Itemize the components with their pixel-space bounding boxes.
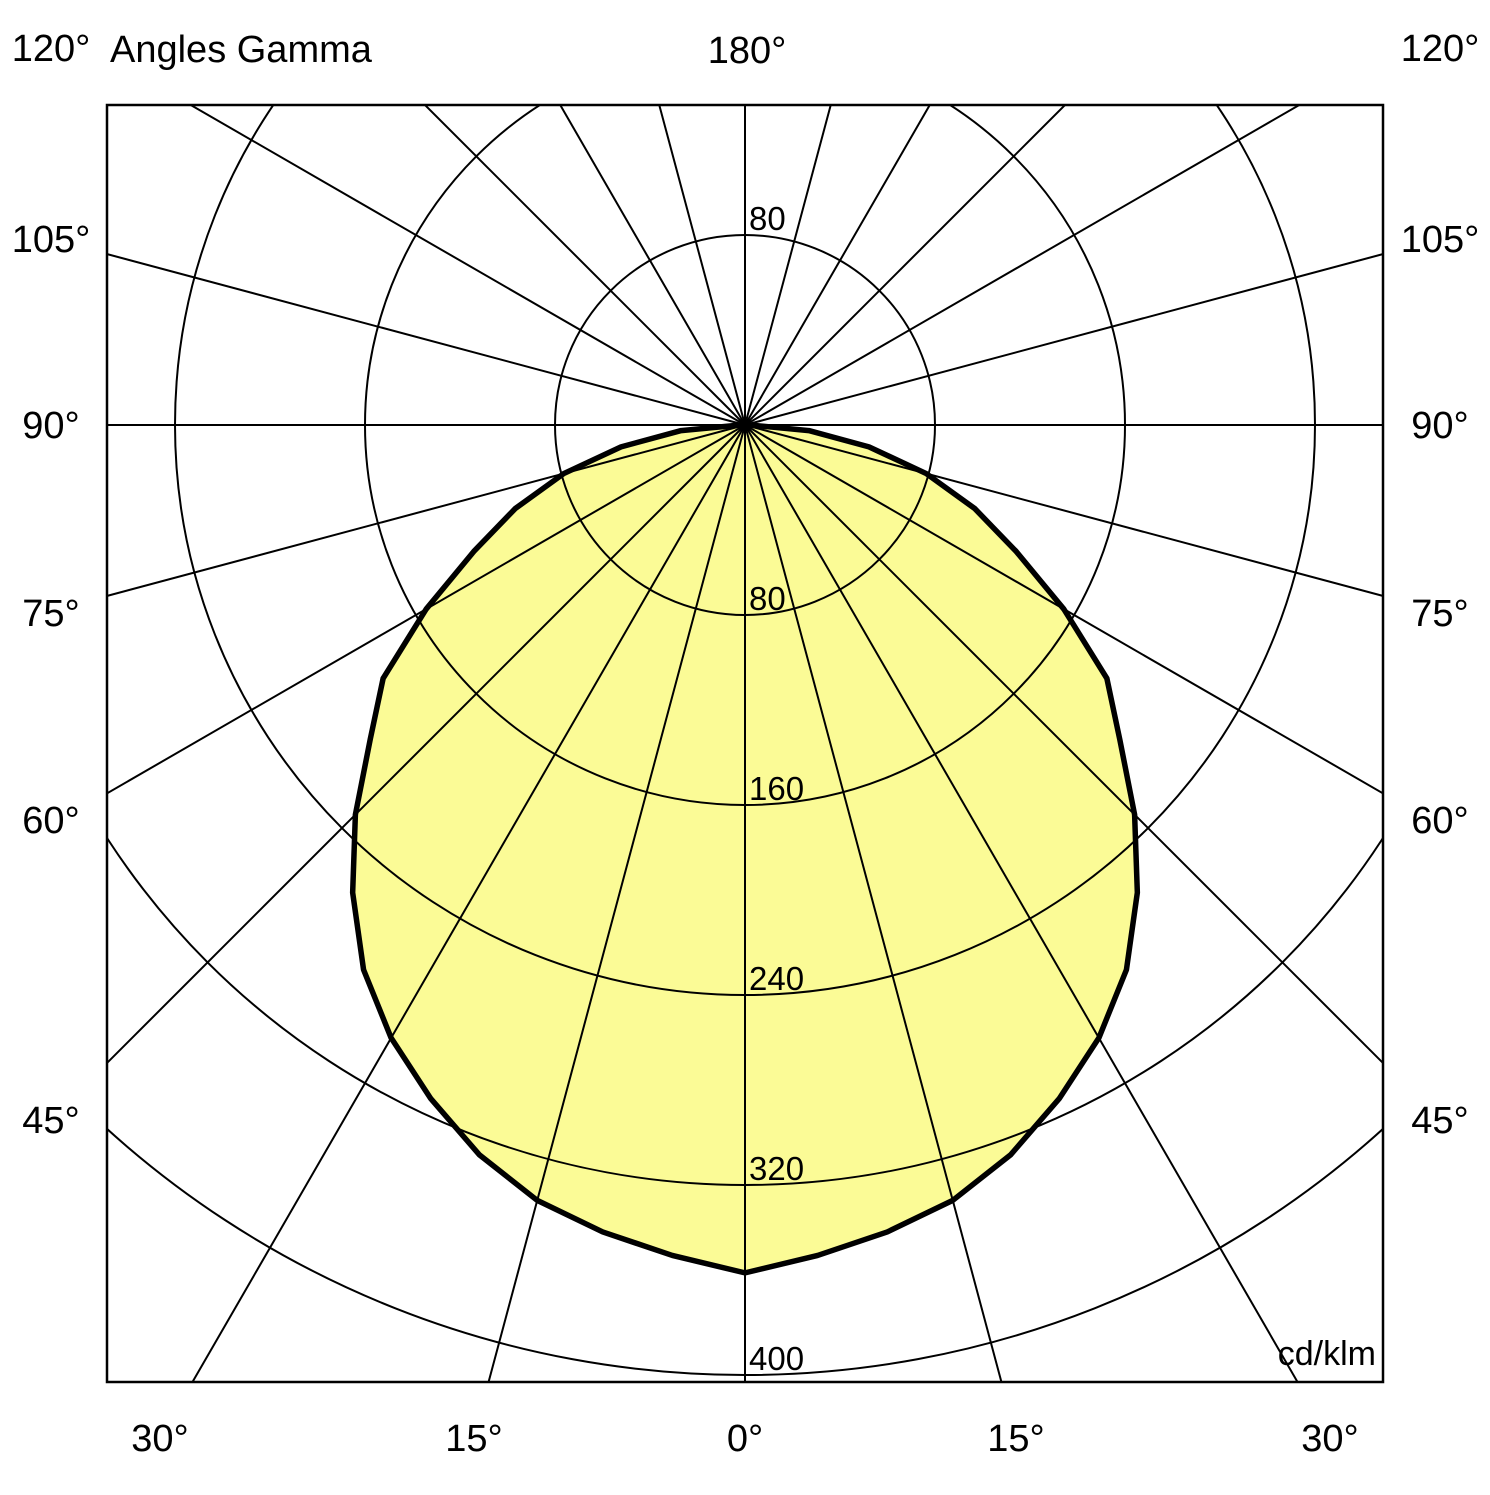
ring-value-label: 240 bbox=[749, 960, 804, 997]
gamma-axis-label-right: 120° bbox=[1401, 28, 1480, 70]
gamma-axis-label-bottom: 15° bbox=[987, 1418, 1044, 1460]
ring-value-label: 160 bbox=[749, 770, 804, 807]
plot-frame-border bbox=[105, 103, 1385, 1384]
gamma-axis-label-bottom: 30° bbox=[131, 1418, 188, 1460]
gamma-ray-line bbox=[423, 105, 746, 426]
ring-value-label: 80 bbox=[749, 580, 786, 617]
gamma-ray-line bbox=[744, 424, 1299, 1382]
gamma-ray-line bbox=[107, 424, 746, 597]
gamma-axis-label-left: 120° bbox=[12, 28, 91, 70]
gamma-ray-line bbox=[744, 424, 1383, 1065]
gamma-axis-label-right: 60° bbox=[1411, 800, 1468, 842]
gamma-ray-line bbox=[188, 105, 746, 426]
gamma-axis-label-180: 180° bbox=[708, 30, 787, 72]
gamma-ray-line bbox=[658, 105, 746, 426]
gamma-axis-label-right: 45° bbox=[1411, 1100, 1468, 1142]
gamma-axis-label-left: 60° bbox=[22, 800, 79, 842]
unit-label: cd/klm bbox=[1278, 1335, 1376, 1373]
gamma-ray-line bbox=[191, 424, 746, 1382]
gamma-axis-label-left: 90° bbox=[22, 405, 79, 447]
gamma-ray-line bbox=[744, 105, 1302, 426]
gamma-ray-line bbox=[744, 253, 1383, 426]
gamma-axis-label-left: 45° bbox=[22, 1100, 79, 1142]
gamma-axis-label-bottom: 0° bbox=[727, 1418, 763, 1460]
ring-value-label: 320 bbox=[749, 1150, 804, 1187]
gamma-ray-line bbox=[107, 424, 746, 1065]
gamma-axis-label-bottom: 15° bbox=[445, 1418, 502, 1460]
gamma-axis-label-left: 105° bbox=[12, 219, 91, 261]
chart-title: Angles Gamma bbox=[110, 29, 373, 71]
ring-value-label-top: 80 bbox=[749, 200, 786, 237]
gamma-ray-line bbox=[744, 424, 1003, 1382]
gamma-ray-line bbox=[744, 424, 1383, 795]
axis-labels: 120° 105° 90° 75° 60° 45° 120° 105° 90° 75° 60° 45°… bbox=[12, 28, 1480, 1460]
gamma-axis-label-bottom: 30° bbox=[1301, 1418, 1358, 1460]
distribution-curve-outline bbox=[349, 422, 1141, 1276]
gamma-ray-line bbox=[107, 424, 746, 795]
gamma-axis-label-right: 105° bbox=[1401, 219, 1480, 261]
gamma-ray-line bbox=[744, 105, 1067, 426]
gamma-ray-line bbox=[744, 105, 931, 426]
ring-value-label: 400 bbox=[749, 1340, 804, 1377]
gamma-ray-line bbox=[744, 424, 1383, 597]
gamma-ray-line bbox=[559, 105, 746, 426]
gamma-ray-line bbox=[487, 424, 746, 1382]
gamma-axis-label-right: 90° bbox=[1411, 405, 1468, 447]
gamma-axis-label-left: 75° bbox=[22, 593, 79, 635]
gamma-axis-label-right: 75° bbox=[1411, 593, 1468, 635]
gamma-ray-line bbox=[744, 105, 832, 426]
gamma-ray-line bbox=[107, 253, 746, 426]
